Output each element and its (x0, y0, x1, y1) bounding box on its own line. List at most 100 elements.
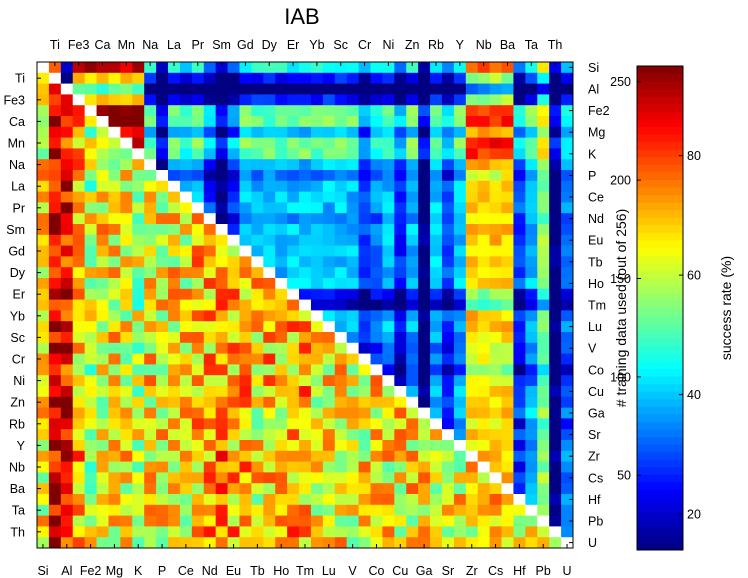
heatmap-cell (525, 180, 538, 192)
heatmap-cell (132, 267, 145, 279)
x-top-tick-label: Zn (405, 38, 420, 52)
heatmap-cell (406, 450, 419, 462)
heatmap-cell (501, 234, 514, 246)
heatmap-cell (346, 267, 359, 279)
heatmap-cell (501, 396, 514, 408)
heatmap-cell (441, 148, 455, 160)
colorbar-segment (637, 88, 683, 97)
heatmap-cell (561, 234, 574, 246)
heatmap-cell (60, 72, 74, 84)
heatmap-cell (418, 515, 431, 527)
heatmap-cell (144, 62, 157, 74)
heatmap-cell (382, 461, 395, 473)
heatmap-cell (299, 440, 312, 452)
heatmap-cell (168, 224, 181, 236)
heatmap-cell (358, 180, 371, 192)
heatmap-cell (549, 62, 562, 74)
heatmap-cell (334, 83, 348, 95)
heatmap-cell (168, 159, 181, 171)
heatmap-cell (251, 148, 264, 160)
heatmap-cell (370, 191, 383, 203)
heatmap-cell (239, 288, 252, 300)
heatmap-cell (465, 126, 479, 138)
heatmap-cell (239, 461, 252, 473)
heatmap-cell (549, 288, 562, 300)
heatmap-cell (334, 213, 348, 225)
heatmap-cell (84, 321, 97, 333)
heatmap-cell (251, 267, 264, 279)
heatmap-cell (346, 299, 359, 311)
heatmap-cell (48, 83, 62, 95)
heatmap-cell (549, 494, 562, 506)
heatmap-cell (382, 407, 395, 419)
x-top-tick-label: Mn (118, 38, 135, 52)
x-bottom-tick-label: Hf (513, 564, 526, 578)
heatmap-cell (465, 224, 479, 236)
heatmap-cell (501, 440, 514, 452)
heatmap-cell (430, 494, 443, 506)
heatmap-cell (334, 386, 348, 398)
colorbar-segment (637, 73, 683, 82)
heatmap-cell (406, 310, 419, 322)
heatmap-cell (418, 116, 431, 128)
heatmap-cell (239, 148, 252, 160)
heatmap-cell (334, 288, 348, 300)
heatmap-cell (406, 418, 419, 430)
heatmap-cell (513, 62, 526, 74)
colorbar-right-tick-label: 80 (687, 149, 701, 163)
heatmap-cell (465, 440, 479, 452)
heatmap-cell (322, 72, 336, 84)
heatmap-cell (477, 299, 491, 311)
heatmap-cell (537, 537, 550, 549)
heatmap-cell (418, 396, 431, 408)
x-bottom-tick-label: V (348, 564, 357, 578)
heatmap-cell (406, 213, 419, 225)
heatmap-cell (477, 537, 491, 549)
heatmap-cell (108, 180, 121, 192)
heatmap-cell (132, 278, 145, 290)
heatmap-cell (108, 256, 121, 268)
heatmap-cell (263, 159, 276, 171)
heatmap-cell (513, 526, 526, 538)
heatmap-cell (441, 137, 455, 149)
heatmap-cell (203, 504, 217, 516)
heatmap-cell (156, 299, 169, 311)
heatmap-cell (60, 267, 74, 279)
heatmap-cell (96, 72, 109, 84)
heatmap-cell (263, 386, 276, 398)
heatmap-cell (310, 116, 324, 128)
heatmap-cell (251, 396, 264, 408)
heatmap-cell (251, 526, 264, 538)
heatmap-cell (418, 375, 431, 387)
heatmap-cell (37, 342, 50, 354)
heatmap-cell (334, 504, 348, 516)
heatmap-cell (453, 310, 467, 322)
heatmap-cell (310, 310, 324, 322)
heatmap-cell (394, 105, 407, 117)
heatmap-cell (96, 504, 109, 516)
heatmap-cell (72, 537, 86, 549)
heatmap-cell (549, 137, 562, 149)
heatmap-cell (120, 170, 133, 182)
heatmap-cell (72, 299, 86, 311)
heatmap-cell (334, 256, 348, 268)
heatmap-cell (477, 429, 491, 441)
heatmap-cell (477, 386, 491, 398)
heatmap-cell (60, 321, 74, 333)
heatmap-cell (334, 170, 348, 182)
heatmap-cell (251, 159, 264, 171)
heatmap-cell (501, 256, 514, 268)
heatmap-cell (561, 170, 574, 182)
heatmap-cell (108, 494, 121, 506)
colorbar-segment (637, 444, 683, 453)
heatmap-cell (227, 515, 240, 527)
heatmap-cell (370, 278, 383, 290)
heatmap-cell (215, 245, 228, 257)
heatmap-cell (84, 440, 97, 452)
heatmap-cell (537, 299, 550, 311)
x-bottom-tick-label: Ho (273, 564, 289, 578)
heatmap-cell (108, 288, 121, 300)
heatmap-cell (48, 321, 62, 333)
heatmap-cell (370, 418, 383, 430)
heatmap-cell (406, 267, 419, 279)
